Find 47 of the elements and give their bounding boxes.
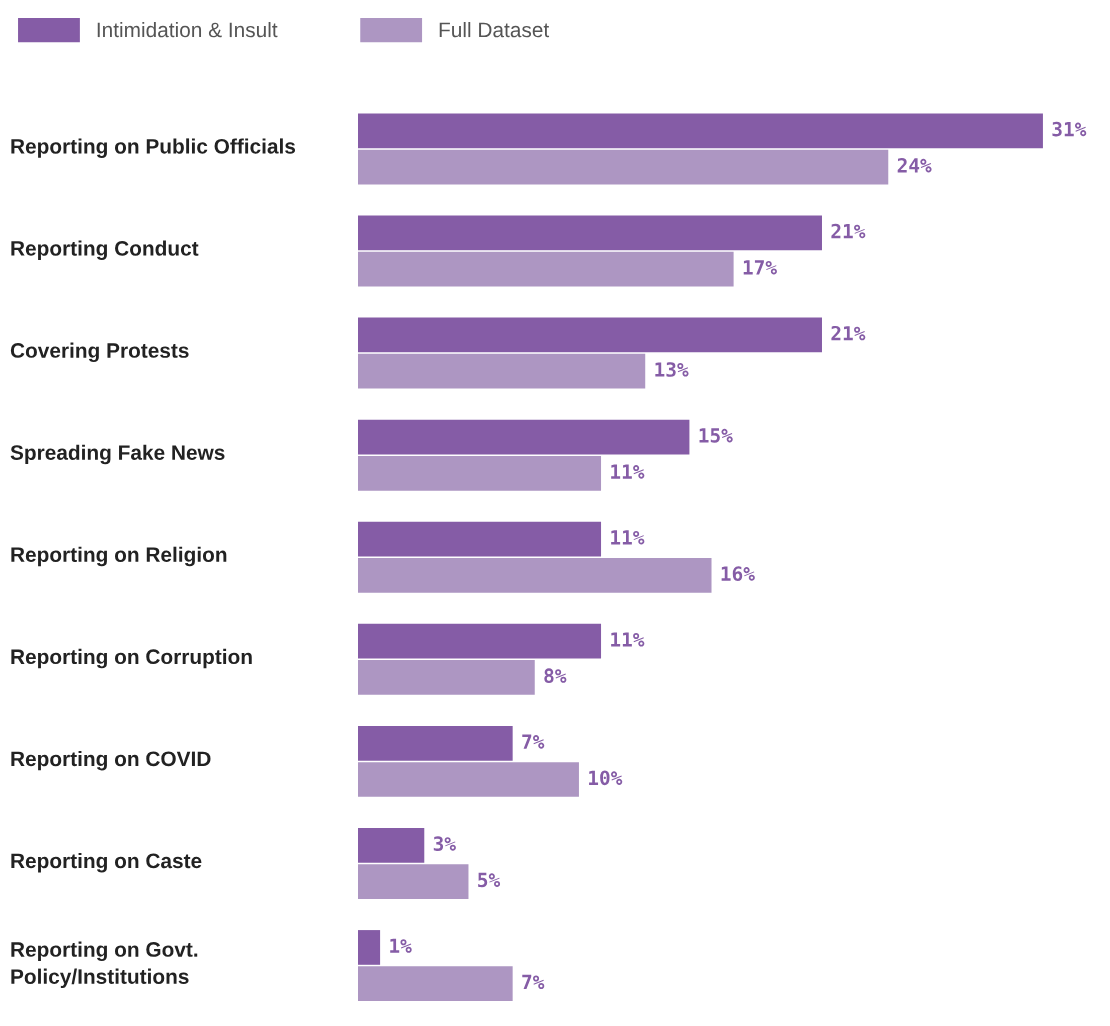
- legend-label: Full Dataset: [439, 21, 550, 38]
- legend-label: Intimidation & Insult: [97, 21, 278, 38]
- bar: [358, 113, 1043, 149]
- y-tick-label: Reporting on Caste: [11, 852, 202, 873]
- data-label: 17%: [743, 260, 777, 275]
- bar: [358, 317, 822, 353]
- bar: [358, 521, 602, 557]
- bar: [358, 864, 469, 899]
- bar: [358, 215, 822, 251]
- y-tick-label: Reporting Conduct: [11, 240, 199, 260]
- data-label: 15%: [699, 428, 733, 443]
- bar: [358, 455, 602, 491]
- bar: [358, 149, 889, 185]
- y-tick-label: Reporting on Public Officials: [11, 138, 296, 158]
- y-tick-label: Reporting on Govt. Policy/Institutions: [11, 941, 198, 989]
- data-label: 10%: [589, 770, 623, 786]
- bar: [358, 828, 425, 863]
- data-label: 3%: [433, 836, 456, 851]
- bar: [358, 558, 712, 593]
- data-label: 11%: [611, 632, 645, 647]
- y-tick-label: Reporting on COVID: [11, 750, 211, 771]
- bar: [358, 660, 535, 695]
- bar: [358, 930, 381, 965]
- bar: [358, 623, 602, 659]
- bar: [358, 725, 513, 761]
- bar: [358, 762, 579, 797]
- data-label: 31%: [1052, 121, 1087, 137]
- data-label: 21%: [831, 223, 866, 239]
- data-label: 16%: [721, 566, 755, 582]
- data-label: 11%: [611, 530, 645, 545]
- y-tick-label: Reporting on Corruption: [11, 648, 252, 669]
- bar: [358, 419, 690, 455]
- bar: [358, 251, 734, 287]
- data-label: 21%: [831, 325, 866, 341]
- data-label: 5%: [478, 872, 501, 888]
- data-label: 7%: [522, 734, 545, 749]
- data-label: 13%: [655, 362, 689, 377]
- data-label: 11%: [611, 464, 645, 479]
- y-tick-label: Reporting on Religion: [11, 546, 227, 567]
- data-label: 24%: [897, 157, 932, 173]
- y-tick-label: Spreading Fake News: [10, 444, 225, 465]
- bar: [358, 966, 513, 1002]
- data-label: 7%: [522, 974, 545, 990]
- data-label: 8%: [544, 668, 567, 684]
- y-tick-label: Covering Protests: [10, 342, 189, 363]
- data-label: 1%: [390, 938, 412, 953]
- bar: [358, 353, 646, 389]
